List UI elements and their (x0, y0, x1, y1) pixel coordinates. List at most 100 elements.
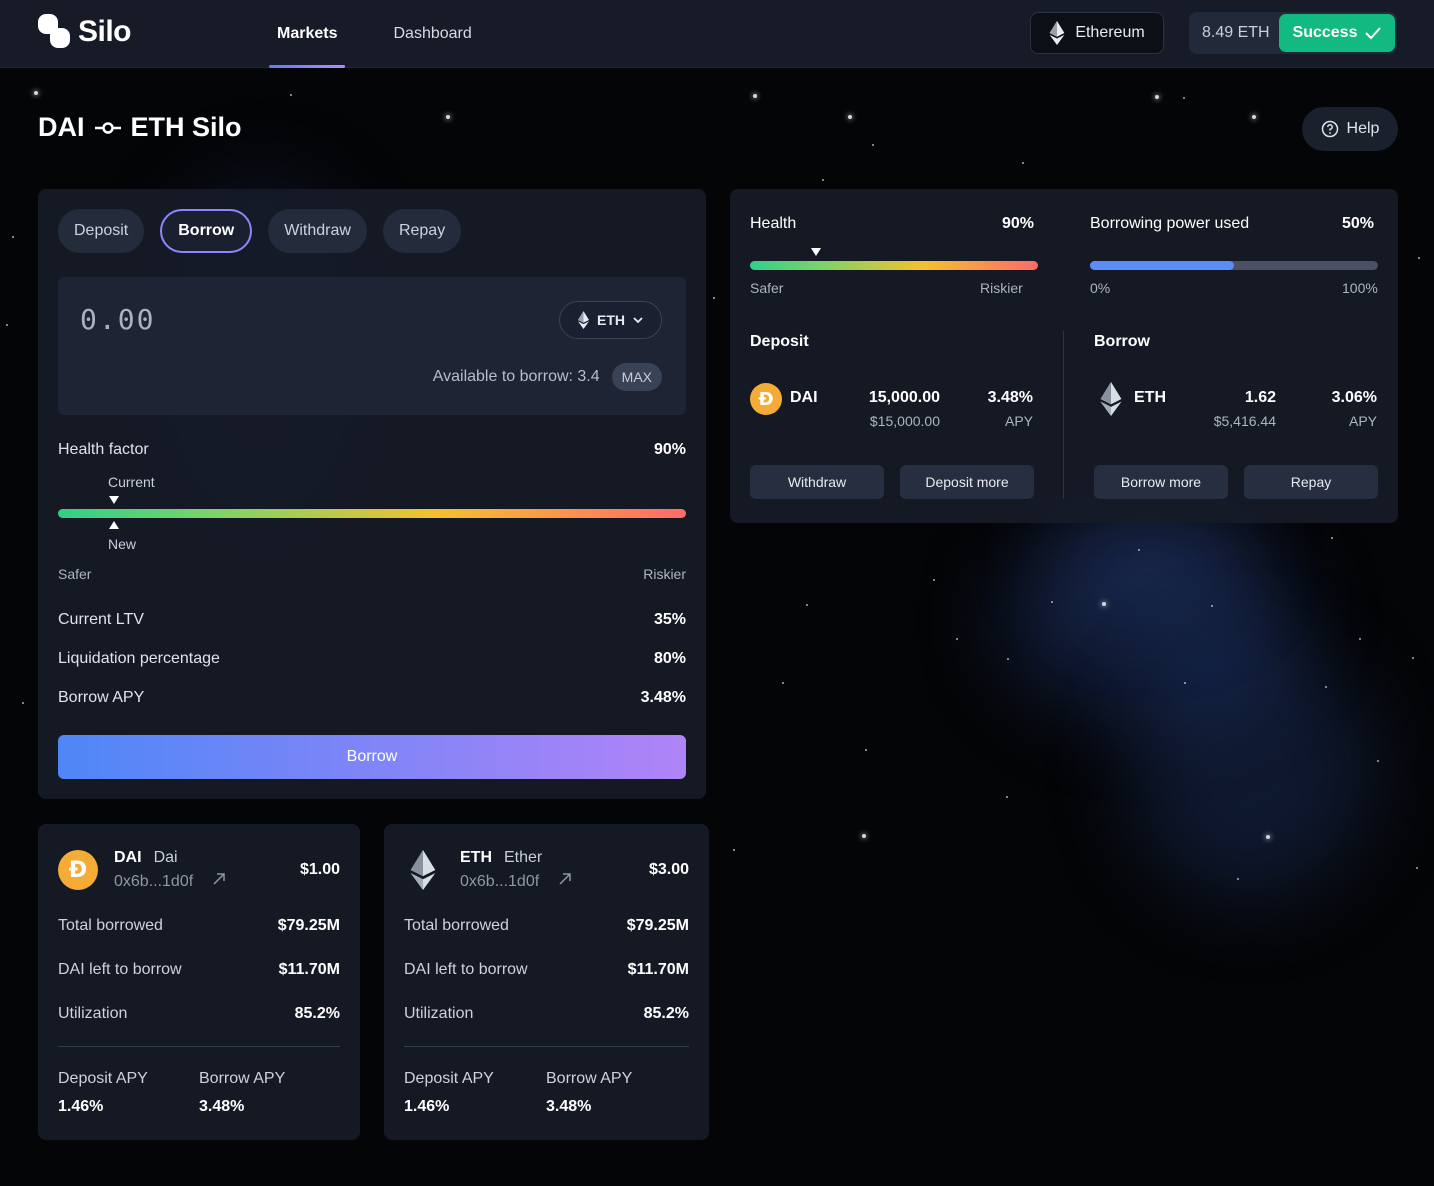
asset-symbol: DAI (114, 849, 142, 866)
borrowing-power-min: 0% (1090, 280, 1111, 296)
stat-label: Liquidation percentage (58, 650, 220, 667)
riskier-label: Riskier (643, 566, 686, 582)
borrowing-power-max: 100% (1342, 280, 1378, 296)
stat-value: 3.48% (640, 689, 686, 706)
card-divider (404, 1046, 689, 1047)
asset-stat-value: $79.25M (277, 917, 340, 934)
asset-stat-label: Utilization (404, 1005, 474, 1022)
borrow-amount-usd: $5,416.44 (1213, 413, 1276, 429)
tab-borrow[interactable]: Borrow (160, 209, 253, 253)
current-marker (109, 496, 119, 504)
borrow-submit-button[interactable]: Borrow (58, 735, 686, 779)
asset-stat-label: Utilization (58, 1005, 128, 1022)
asset-stat-label: Total borrowed (404, 917, 509, 934)
borrow-more-button[interactable]: Borrow more (1094, 465, 1228, 499)
borrow-amount: 1.62 (1244, 389, 1276, 406)
deposit-apy-value: 1.46% (404, 1098, 450, 1115)
asset-stat-row: Utilization 85.2% (404, 1005, 689, 1023)
silo-logo-icon (38, 14, 72, 50)
amount-input-box[interactable]: 0.00 ETH Available to borrow: 3.4 MAX (58, 277, 686, 415)
asset-stat-row: DAI left to borrow $11.70M (404, 961, 689, 979)
asset-price: $3.00 (648, 861, 689, 878)
new-marker-label: New (108, 536, 137, 552)
asset-address-link[interactable]: 0x6b...1d0f (114, 873, 225, 891)
health-label: Health (750, 215, 797, 232)
deposit-amount: 15,000.00 (868, 389, 940, 406)
question-circle-icon (1321, 120, 1338, 138)
stat-label: Borrow APY (58, 689, 145, 706)
wallet-status-label: Success (1292, 24, 1358, 41)
asset-card-title: ETH Ether (460, 849, 542, 867)
asset-name: Dai (153, 849, 178, 866)
tab-repay[interactable]: Repay (382, 209, 462, 253)
health-factor-value: 90% (653, 441, 686, 458)
ethereum-icon (1100, 382, 1122, 416)
health-value: 90% (1002, 215, 1035, 232)
wallet-balance: 8.49 ETH (1202, 24, 1270, 41)
position-panel: Health 90% Safer Riskier Borrowing power… (730, 189, 1398, 523)
borrow-apy: 3.06% (1331, 389, 1377, 406)
asset-symbol: ETH (460, 849, 492, 866)
deposit-apy-label: Deposit APY (404, 1070, 494, 1087)
asset-stat-row: Total borrowed $79.25M (404, 917, 689, 935)
nav-markets[interactable]: Markets (269, 0, 346, 68)
dai-icon: Ð (58, 850, 98, 890)
borrow-heading: Borrow (1094, 333, 1150, 350)
borrow-apy-label: Borrow APY (199, 1070, 286, 1087)
help-button[interactable]: Help (1302, 107, 1398, 151)
health-riskier-label: Riskier (980, 280, 1023, 296)
max-button[interactable]: MAX (611, 363, 662, 391)
asset-card-dai: Ð DAI Dai 0x6b...1d0f $1.00 Total borrowe… (38, 824, 360, 1140)
deposit-apy-label: Deposit APY (58, 1070, 148, 1087)
safer-label: Safer (58, 566, 92, 582)
action-tabs: Deposit Borrow Withdraw Repay (58, 209, 462, 253)
deposit-apy: 3.48% (987, 389, 1033, 406)
available-label: Available to borrow: 3.4 (432, 368, 600, 385)
action-panel: Deposit Borrow Withdraw Repay 0.00 ETH A… (38, 189, 706, 799)
health-marker (811, 248, 821, 256)
borrowing-power-value: 50% (1342, 215, 1375, 232)
withdraw-button[interactable]: Withdraw (750, 465, 884, 499)
network-label: Ethereum (1075, 24, 1145, 41)
asset-card-title: DAI Dai (114, 849, 178, 867)
borrow-apy-label: APY (1348, 413, 1377, 429)
deposit-more-button[interactable]: Deposit more (900, 465, 1034, 499)
asset-name: Ether (504, 849, 543, 866)
amount-input[interactable]: 0.00 (80, 303, 156, 336)
asset-stat-label: DAI left to borrow (58, 961, 182, 978)
wallet-widget[interactable]: 8.49 ETH Success (1189, 12, 1397, 54)
asset-address-link[interactable]: 0x6b...1d0f (460, 873, 571, 891)
asset-stat-row: Utilization 85.2% (58, 1005, 340, 1023)
asset-stat-value: $79.25M (626, 917, 689, 934)
page-title-asset-a: DAI (38, 112, 85, 142)
borrow-apy-label: Borrow APY (546, 1070, 633, 1087)
asset-stat-label: Total borrowed (58, 917, 163, 934)
ethereum-icon (578, 311, 589, 329)
ethereum-icon (410, 850, 436, 890)
borrowing-power-bar (1090, 261, 1378, 270)
tab-deposit[interactable]: Deposit (58, 209, 145, 253)
silo-logo[interactable]: Silo (38, 14, 132, 50)
network-selector[interactable]: Ethereum (1030, 12, 1164, 54)
asset-stat-row: DAI left to borrow $11.70M (58, 961, 340, 979)
stat-row: Current LTV 35% (58, 611, 686, 629)
new-marker (109, 521, 119, 529)
asset-stat-value: 85.2% (294, 1005, 340, 1022)
borrowing-power-fill (1090, 261, 1234, 270)
wallet-status-button[interactable]: Success (1279, 14, 1395, 52)
tab-withdraw[interactable]: Withdraw (268, 209, 367, 253)
nav-dashboard[interactable]: Dashboard (393, 25, 472, 42)
external-link-icon (559, 873, 571, 885)
health-factor-label: Health factor (58, 441, 149, 458)
asset-address: 0x6b...1d0f (114, 873, 194, 890)
top-navbar: Silo Markets Dashboard Ethereum 8.49 ETH… (0, 0, 1434, 68)
repay-button[interactable]: Repay (1244, 465, 1378, 499)
card-divider (58, 1046, 340, 1047)
page-title: DAI ETH Silo (38, 112, 242, 143)
deposit-amount-usd: $15,000.00 (869, 413, 940, 429)
stat-value: 80% (653, 650, 686, 667)
deposit-apy-label: APY (1004, 413, 1033, 429)
token-selector[interactable]: ETH (559, 301, 662, 339)
section-divider (1063, 331, 1064, 499)
stat-label: Current LTV (58, 611, 144, 628)
